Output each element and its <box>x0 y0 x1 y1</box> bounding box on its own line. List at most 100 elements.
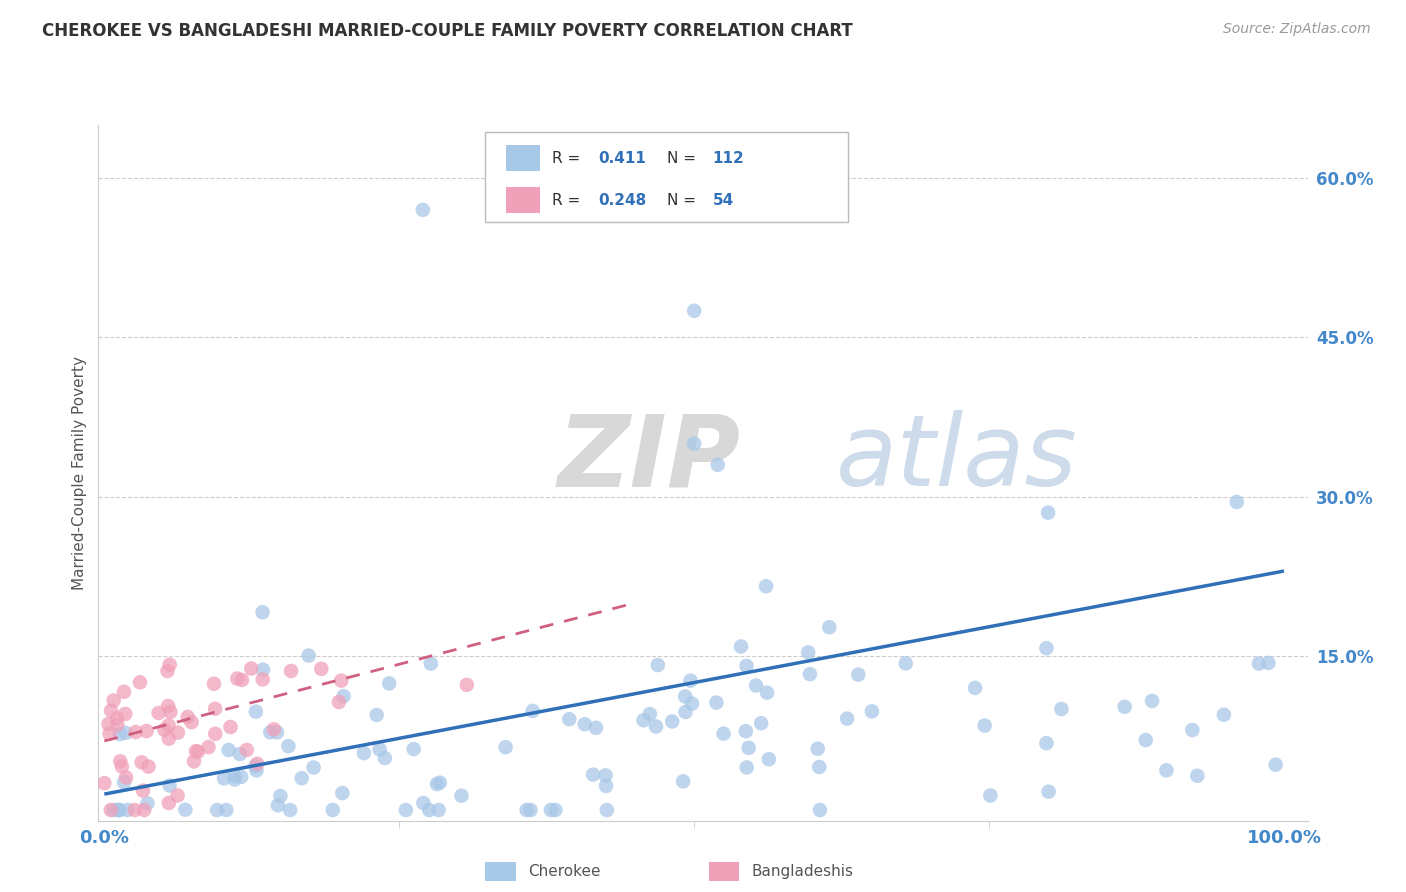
Point <box>745 679 768 693</box>
Point <box>115 771 138 785</box>
Point <box>973 718 995 732</box>
Point <box>1140 694 1163 708</box>
Point <box>132 783 155 797</box>
Point <box>302 760 325 774</box>
Point <box>402 742 425 756</box>
Point <box>1226 495 1249 509</box>
Text: Bangladeshis: Bangladeshis <box>751 864 853 879</box>
Point <box>98 726 121 740</box>
Point <box>730 640 752 654</box>
Point <box>107 803 129 817</box>
Point <box>117 803 139 817</box>
Point <box>330 673 353 688</box>
Point <box>245 705 267 719</box>
Point <box>860 705 883 719</box>
Point <box>735 658 758 673</box>
Point <box>1257 656 1279 670</box>
Point <box>846 667 869 681</box>
Point <box>114 726 136 740</box>
Point <box>1135 733 1157 747</box>
Point <box>328 695 350 709</box>
Point <box>197 740 219 755</box>
Point <box>157 718 180 732</box>
Point <box>540 803 562 817</box>
Point <box>679 673 702 688</box>
Point <box>378 676 401 690</box>
Point <box>1264 757 1286 772</box>
Text: Cherokee: Cherokee <box>527 864 600 879</box>
Point <box>93 776 115 790</box>
Point <box>107 803 129 817</box>
Point <box>585 721 607 735</box>
Text: 54: 54 <box>713 193 734 208</box>
Point <box>157 796 180 810</box>
Point <box>204 702 226 716</box>
Point <box>419 657 441 671</box>
Point <box>322 803 344 817</box>
Point <box>159 779 181 793</box>
Point <box>166 789 188 803</box>
Point <box>395 803 418 817</box>
Point <box>240 661 263 675</box>
Point <box>638 706 661 721</box>
Point <box>633 713 655 727</box>
Point <box>263 723 285 737</box>
Point <box>280 664 302 678</box>
Point <box>129 675 152 690</box>
Text: ZIP: ZIP <box>558 410 741 508</box>
Point <box>269 789 291 803</box>
Point <box>184 744 207 758</box>
Text: R =: R = <box>551 193 585 208</box>
Point <box>108 803 131 817</box>
Point <box>204 727 226 741</box>
Point <box>311 662 333 676</box>
FancyBboxPatch shape <box>485 862 516 881</box>
Point <box>1187 769 1209 783</box>
Point <box>412 202 434 217</box>
Point <box>277 739 299 754</box>
Point <box>112 775 135 789</box>
Point <box>236 743 259 757</box>
Point <box>735 760 758 774</box>
Point <box>835 712 858 726</box>
Point <box>661 714 683 729</box>
Point <box>1156 764 1178 778</box>
Point <box>330 786 353 800</box>
Point <box>125 725 148 739</box>
Point <box>412 796 434 810</box>
Point <box>1181 723 1204 737</box>
Point <box>246 756 269 771</box>
Point <box>672 774 695 789</box>
Text: Source: ZipAtlas.com: Source: ZipAtlas.com <box>1223 22 1371 37</box>
Y-axis label: Married-Couple Family Poverty: Married-Couple Family Poverty <box>72 356 87 590</box>
Point <box>103 693 125 707</box>
Point <box>174 803 197 817</box>
Point <box>374 751 396 765</box>
Point <box>418 803 440 817</box>
Point <box>245 764 267 778</box>
Point <box>138 759 160 773</box>
Point <box>135 724 157 739</box>
FancyBboxPatch shape <box>485 132 848 222</box>
Point <box>894 657 917 671</box>
Point <box>224 769 246 783</box>
Point <box>683 303 706 318</box>
Point <box>516 803 538 817</box>
Point <box>799 667 821 681</box>
Point <box>673 690 696 704</box>
Point <box>226 672 249 686</box>
Point <box>1247 657 1270 671</box>
Point <box>456 678 478 692</box>
Text: R =: R = <box>551 151 585 166</box>
FancyBboxPatch shape <box>506 186 540 213</box>
Point <box>756 686 779 700</box>
Point <box>426 777 449 791</box>
Point <box>1035 736 1057 750</box>
Text: 112: 112 <box>713 151 744 166</box>
Point <box>114 706 136 721</box>
Point <box>134 803 156 817</box>
Point <box>755 579 778 593</box>
Text: N =: N = <box>666 151 700 166</box>
Point <box>131 756 153 770</box>
Point <box>105 711 128 725</box>
